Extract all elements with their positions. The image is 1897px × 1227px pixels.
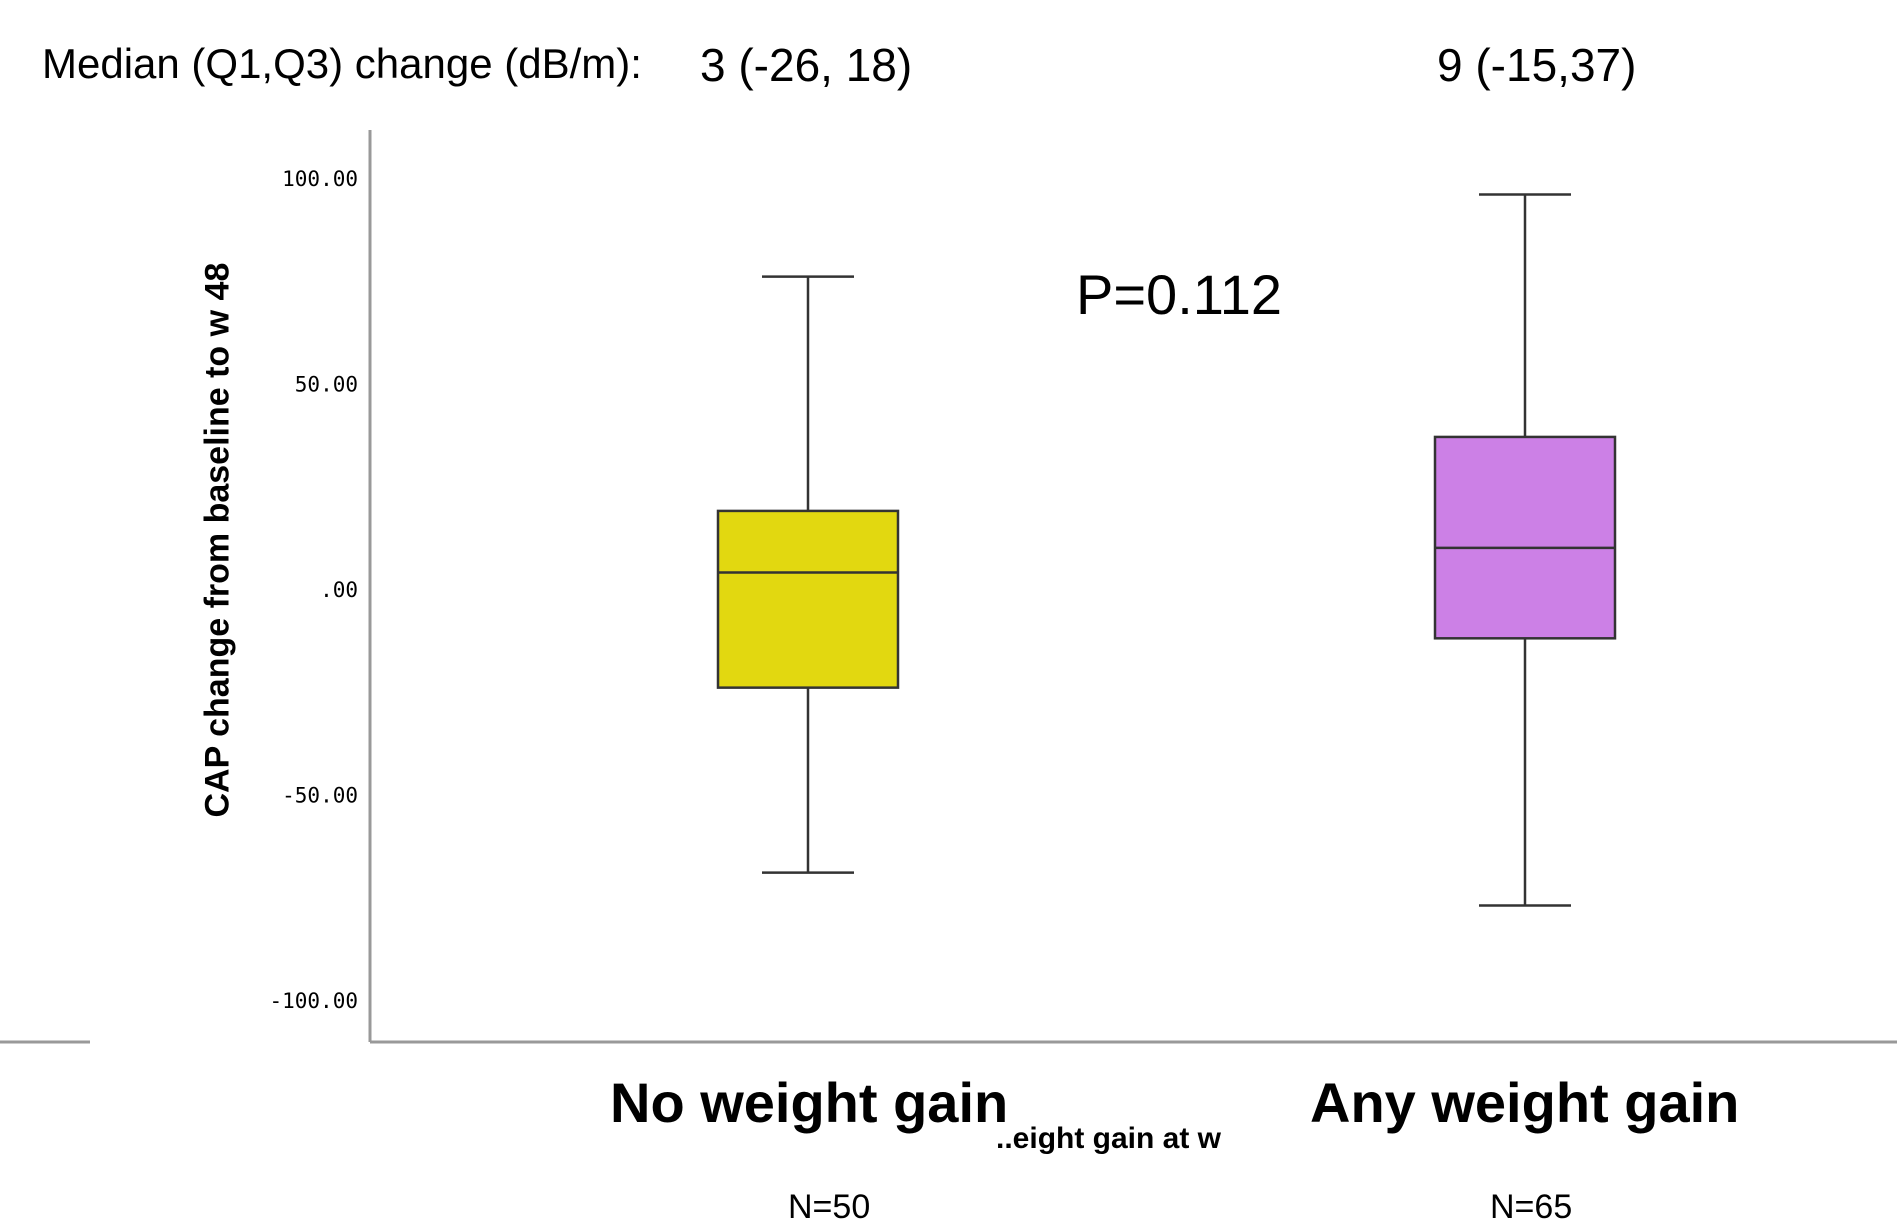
median-stat-any-weight-gain: 9 (-15,37) <box>1437 39 1637 91</box>
group-label-any-weight-gain: Any weight gain <box>1310 1070 1740 1135</box>
y-ticks: 100.00 50.00 .00 -50.00 -100.00 <box>269 167 358 1013</box>
iqr-box <box>716 509 900 689</box>
iqr-box <box>1433 435 1617 640</box>
median-stat-no-weight-gain: 3 (-26, 18) <box>700 39 913 91</box>
median-header-prefix: Median (Q1,Q3) change (dB/m): <box>42 40 642 87</box>
boxes <box>716 193 1617 907</box>
x-axis-label-fragment: ..eight gain at w <box>996 1122 1222 1155</box>
y-tick-label: 100.00 <box>282 167 358 191</box>
group-label-no-weight-gain: No weight gain <box>610 1070 1009 1135</box>
y-tick-label: -50.00 <box>282 784 358 808</box>
y-tick-label: -100.00 <box>269 989 358 1013</box>
n-label-no-weight-gain: N=50 <box>788 1188 871 1226</box>
n-label-any-weight-gain: N=65 <box>1490 1188 1573 1226</box>
p-value-label: P=0.112 <box>1076 263 1283 326</box>
y-tick-label: .00 <box>320 578 358 602</box>
y-tick-label: 50.00 <box>295 373 358 397</box>
